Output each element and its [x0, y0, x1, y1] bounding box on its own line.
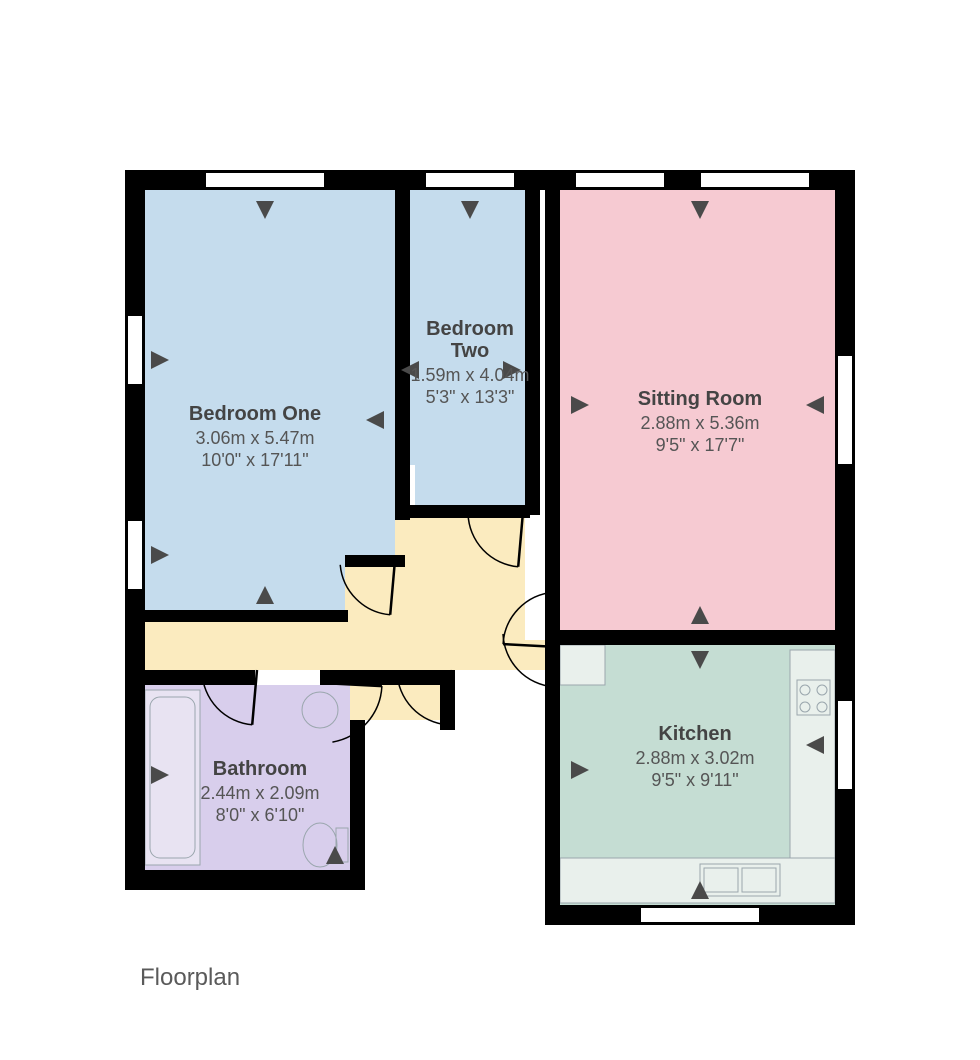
- caption: Floorplan: [140, 964, 240, 991]
- wall: [545, 190, 560, 640]
- window: [205, 172, 325, 188]
- window: [425, 172, 515, 188]
- room-label: Bedroom: [426, 318, 514, 340]
- wall: [395, 505, 530, 518]
- window: [837, 355, 853, 465]
- window: [640, 907, 760, 923]
- room-dim-imperial: 8'0" x 6'10": [216, 805, 305, 825]
- room-dim-metric: 2.44m x 2.09m: [200, 783, 319, 803]
- wall: [140, 610, 348, 622]
- room-label: Bedroom One: [189, 403, 321, 425]
- room-label: Bathroom: [213, 758, 307, 780]
- wall: [350, 720, 365, 890]
- window: [127, 520, 143, 590]
- wall: [125, 870, 365, 890]
- wall: [350, 670, 455, 685]
- floorplan-stage: Bedroom One 3.06m x 5.47m10'0" x 17'11" Be…: [0, 0, 980, 1060]
- window: [127, 315, 143, 385]
- room-label: Two: [451, 340, 490, 362]
- room-bedroom_one: [140, 190, 395, 610]
- room-dim-imperial: 9'5" x 9'11": [651, 770, 738, 790]
- wall: [395, 190, 410, 520]
- floorplan-svg: Bedroom One 3.06m x 5.47m10'0" x 17'11" Be…: [0, 0, 980, 1060]
- wall: [525, 190, 540, 515]
- room-dim-metric: 1.59m x 4.04m: [410, 365, 529, 385]
- window: [700, 172, 810, 188]
- room-dim-imperial: 5'3" x 13'3": [426, 387, 515, 407]
- wall: [140, 670, 255, 685]
- window: [837, 700, 853, 790]
- room-dim-imperial: 9'5" x 17'7": [656, 435, 745, 455]
- window: [575, 172, 665, 188]
- room-dim-metric: 3.06m x 5.47m: [195, 428, 314, 448]
- wall: [835, 170, 855, 925]
- room-label: Kitchen: [658, 723, 731, 745]
- room-sitting: [560, 190, 835, 630]
- wall: [545, 630, 850, 645]
- room-dim-metric: 2.88m x 5.36m: [640, 413, 759, 433]
- room-dim-imperial: 10'0" x 17'11": [201, 450, 308, 470]
- room-label: Sitting Room: [638, 388, 762, 410]
- room-dim-metric: 2.88m x 3.02m: [635, 748, 754, 768]
